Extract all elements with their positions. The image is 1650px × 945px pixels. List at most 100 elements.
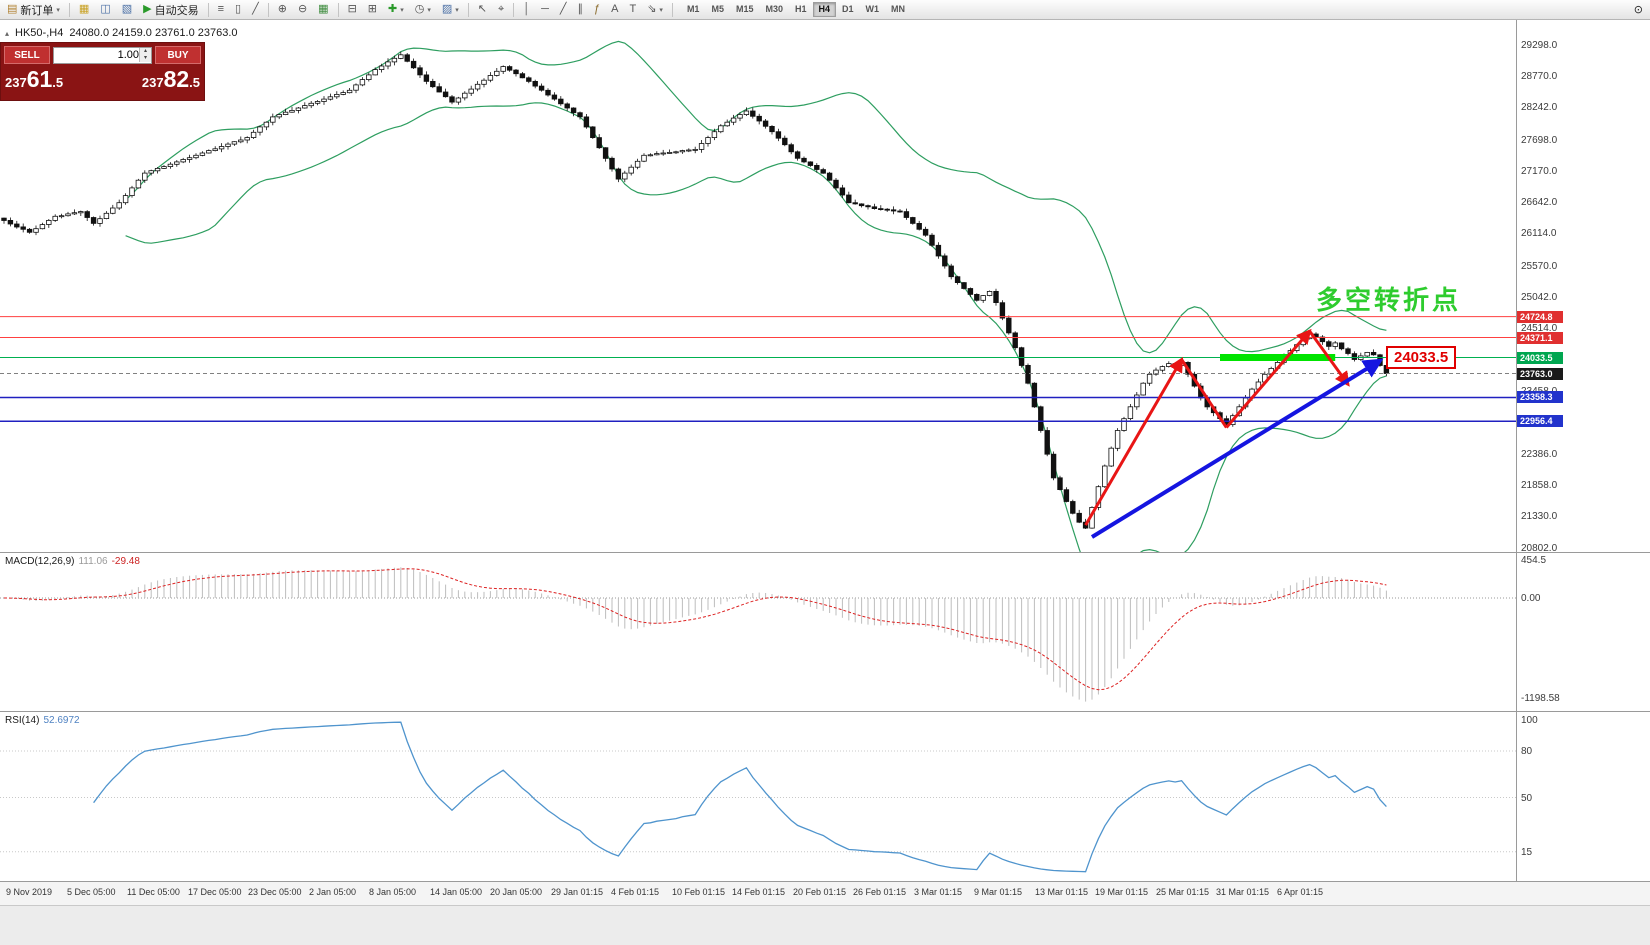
line-chart-icon-glyph: ╱ <box>252 3 259 15</box>
timeframe-M15[interactable]: M15 <box>735 4 754 14</box>
timeframe-H1[interactable]: H1 <box>795 4 807 14</box>
text-label-icon[interactable]: A <box>606 1 623 18</box>
text-icon-glyph: T <box>629 3 637 15</box>
chart-ohlc-values: 24080.0 24159.0 23761.0 23763.0 <box>69 27 238 39</box>
vertical-line-icon[interactable]: │ <box>518 1 535 18</box>
lot-increase-icon[interactable]: ▴ <box>140 48 151 55</box>
templates-icon-caret-icon[interactable]: ▾ <box>455 6 459 14</box>
crosshair-icon[interactable]: ⌖ <box>493 1 509 18</box>
timeframe-M30[interactable]: M30 <box>765 4 783 14</box>
time-axis-label: 11 Dec 05:00 <box>127 887 180 897</box>
symbols-search-icon[interactable]: ⊙ <box>1633 4 1643 16</box>
blue-trend-arrow[interactable] <box>1090 358 1384 539</box>
time-axis-label: 14 Jan 05:00 <box>430 887 483 897</box>
time-axis-label: 20 Feb 01:15 <box>793 887 847 897</box>
time-axis-label: 14 Feb 01:15 <box>732 887 786 897</box>
line-chart-icon[interactable]: ╱ <box>247 1 264 18</box>
navigator-icon-glyph: ▧ <box>121 3 133 15</box>
timeframe-M1[interactable]: M1 <box>686 4 700 14</box>
collapse-quotes-icon[interactable]: ▴ <box>5 28 10 38</box>
candlesticks[interactable] <box>1 51 1390 529</box>
buy-button[interactable]: BUY <box>155 46 201 64</box>
lot-input[interactable] <box>54 48 139 62</box>
equidistant-channel-icon[interactable]: ∥ <box>573 1 589 18</box>
new-order-button-caret-icon[interactable]: ▾ <box>56 6 60 14</box>
macd-scale-label: 0.00 <box>1521 593 1541 604</box>
text-icon[interactable]: T <box>624 1 641 18</box>
cursor-icon[interactable]: ↖ <box>473 1 492 18</box>
timeframe-H4[interactable]: H4 <box>812 2 837 17</box>
vertical-line-icon-glyph: │ <box>523 3 531 15</box>
plot-area[interactable] <box>0 40 1516 552</box>
fibonacci-icon[interactable]: ƒ <box>589 1 605 18</box>
market-watch-icon[interactable]: ▦ <box>74 1 94 18</box>
trendline-icon-glyph: ╱ <box>559 3 567 15</box>
sell-button[interactable]: SELL <box>4 46 50 64</box>
rsi-line <box>93 721 1387 873</box>
price-axis-label: 28242.0 <box>1521 102 1558 113</box>
toolbar-separator <box>671 2 673 17</box>
trendline-icon[interactable]: ╱ <box>555 1 572 18</box>
red-zigzag-arrows[interactable] <box>1084 328 1350 526</box>
data-window-icon[interactable]: ◫ <box>95 1 115 18</box>
price-tag: 24724.8 <box>1517 311 1563 323</box>
price-chart-panel[interactable]: ▴ HK50-,H4 24080.0 24159.0 23761.0 23763… <box>0 20 1650 554</box>
toolbar-separator <box>513 2 515 17</box>
lot-decrease-icon[interactable]: ▾ <box>140 55 151 62</box>
toolbar-separator <box>68 2 70 17</box>
new-order-button[interactable]: ▤ 新订单 ▾ <box>2 1 65 18</box>
buy-price: 23782.5 <box>142 67 200 95</box>
candlestick-chart-icon[interactable]: ▯ <box>230 1 246 18</box>
arrows-icon[interactable]: ⇘ ▾ <box>642 1 668 18</box>
navigator-icon[interactable]: ▧ <box>117 1 137 18</box>
macd-main-value: 111.06 <box>78 556 108 567</box>
one-click-trading-panel: SELL ▴ ▾ BUY 23761.5 23782.5 <box>0 42 205 101</box>
timeframe-D1[interactable]: D1 <box>842 4 854 14</box>
rsi-scale-label: 15 <box>1521 847 1533 858</box>
zoom-out-icon[interactable]: ⊖ <box>293 1 312 18</box>
autotrading-button-label: 自动交易 <box>154 4 199 17</box>
indicators-add-icon-caret-icon[interactable]: ▾ <box>400 6 404 14</box>
turning-point-annotation[interactable]: 多空转折点 <box>1316 285 1462 315</box>
time-axis-label: 13 Mar 01:15 <box>1035 887 1089 897</box>
toolbar-separator <box>207 2 209 17</box>
bar-chart-icon[interactable]: ≡ <box>213 1 229 18</box>
price-callout-label[interactable]: 24033.5 <box>1386 346 1457 369</box>
horizontal-line-icon[interactable]: ─ <box>536 1 554 18</box>
rsi-indicator-panel: RSI(14) 52.6972 100 80 50 15 <box>0 712 1650 882</box>
autotrading-button-glyph: ▶ <box>143 3 152 15</box>
rsi-canvas <box>0 721 1516 873</box>
timeframe-MN[interactable]: MN <box>891 4 906 14</box>
time-axis[interactable]: 9 Nov 2019 5 Dec 05:00 11 Dec 05:00 17 Dec … <box>0 882 1650 906</box>
sell-price-digits: .5 <box>52 75 64 90</box>
zoom-in-icon[interactable]: ⊕ <box>273 1 292 18</box>
tile-windows-icon[interactable]: ⊟ <box>343 1 362 18</box>
grid-icon[interactable]: ▦ <box>313 1 333 18</box>
rsi-scale-label: 80 <box>1521 746 1533 757</box>
indicators-add-icon[interactable]: ✚ ▾ <box>383 1 409 18</box>
periods-icon-glyph: ◷ <box>414 3 425 15</box>
time-axis-label: 25 Mar 01:15 <box>1156 887 1210 897</box>
rsi-scale-label: 50 <box>1521 793 1533 804</box>
toolbar-separator <box>267 2 269 17</box>
bid-ask-prices: 23761.5 23782.5 <box>4 64 201 97</box>
price-chart-canvas[interactable] <box>0 20 1650 552</box>
timeframe-M5[interactable]: M5 <box>711 4 724 14</box>
periods-icon-caret-icon[interactable]: ▾ <box>427 6 431 14</box>
periods-icon[interactable]: ◷ ▾ <box>410 1 436 18</box>
horizontal-line-icon-glyph: ─ <box>541 3 549 15</box>
time-axis-label: 31 Mar 01:15 <box>1216 887 1270 897</box>
price-axis-label: 21330.0 <box>1521 511 1558 522</box>
macd-histogram <box>9 567 1387 702</box>
templates-icon[interactable]: ▨ ▾ <box>437 1 464 18</box>
timeframe-W1[interactable]: W1 <box>865 4 880 14</box>
cascade-windows-icon[interactable]: ⊞ <box>363 1 382 18</box>
time-axis-label: 9 Nov 2019 <box>6 887 53 897</box>
autotrading-button[interactable]: ▶ 自动交易 <box>138 1 203 18</box>
price-axis-label: 28770.0 <box>1521 71 1558 82</box>
time-axis-label: 9 Mar 01:15 <box>974 887 1023 897</box>
sell-price: 23761.5 <box>5 67 63 95</box>
arrows-icon-caret-icon[interactable]: ▾ <box>659 6 663 14</box>
time-axis-label: 19 Mar 01:15 <box>1095 887 1149 897</box>
price-axis-label: 25570.0 <box>1521 261 1558 272</box>
